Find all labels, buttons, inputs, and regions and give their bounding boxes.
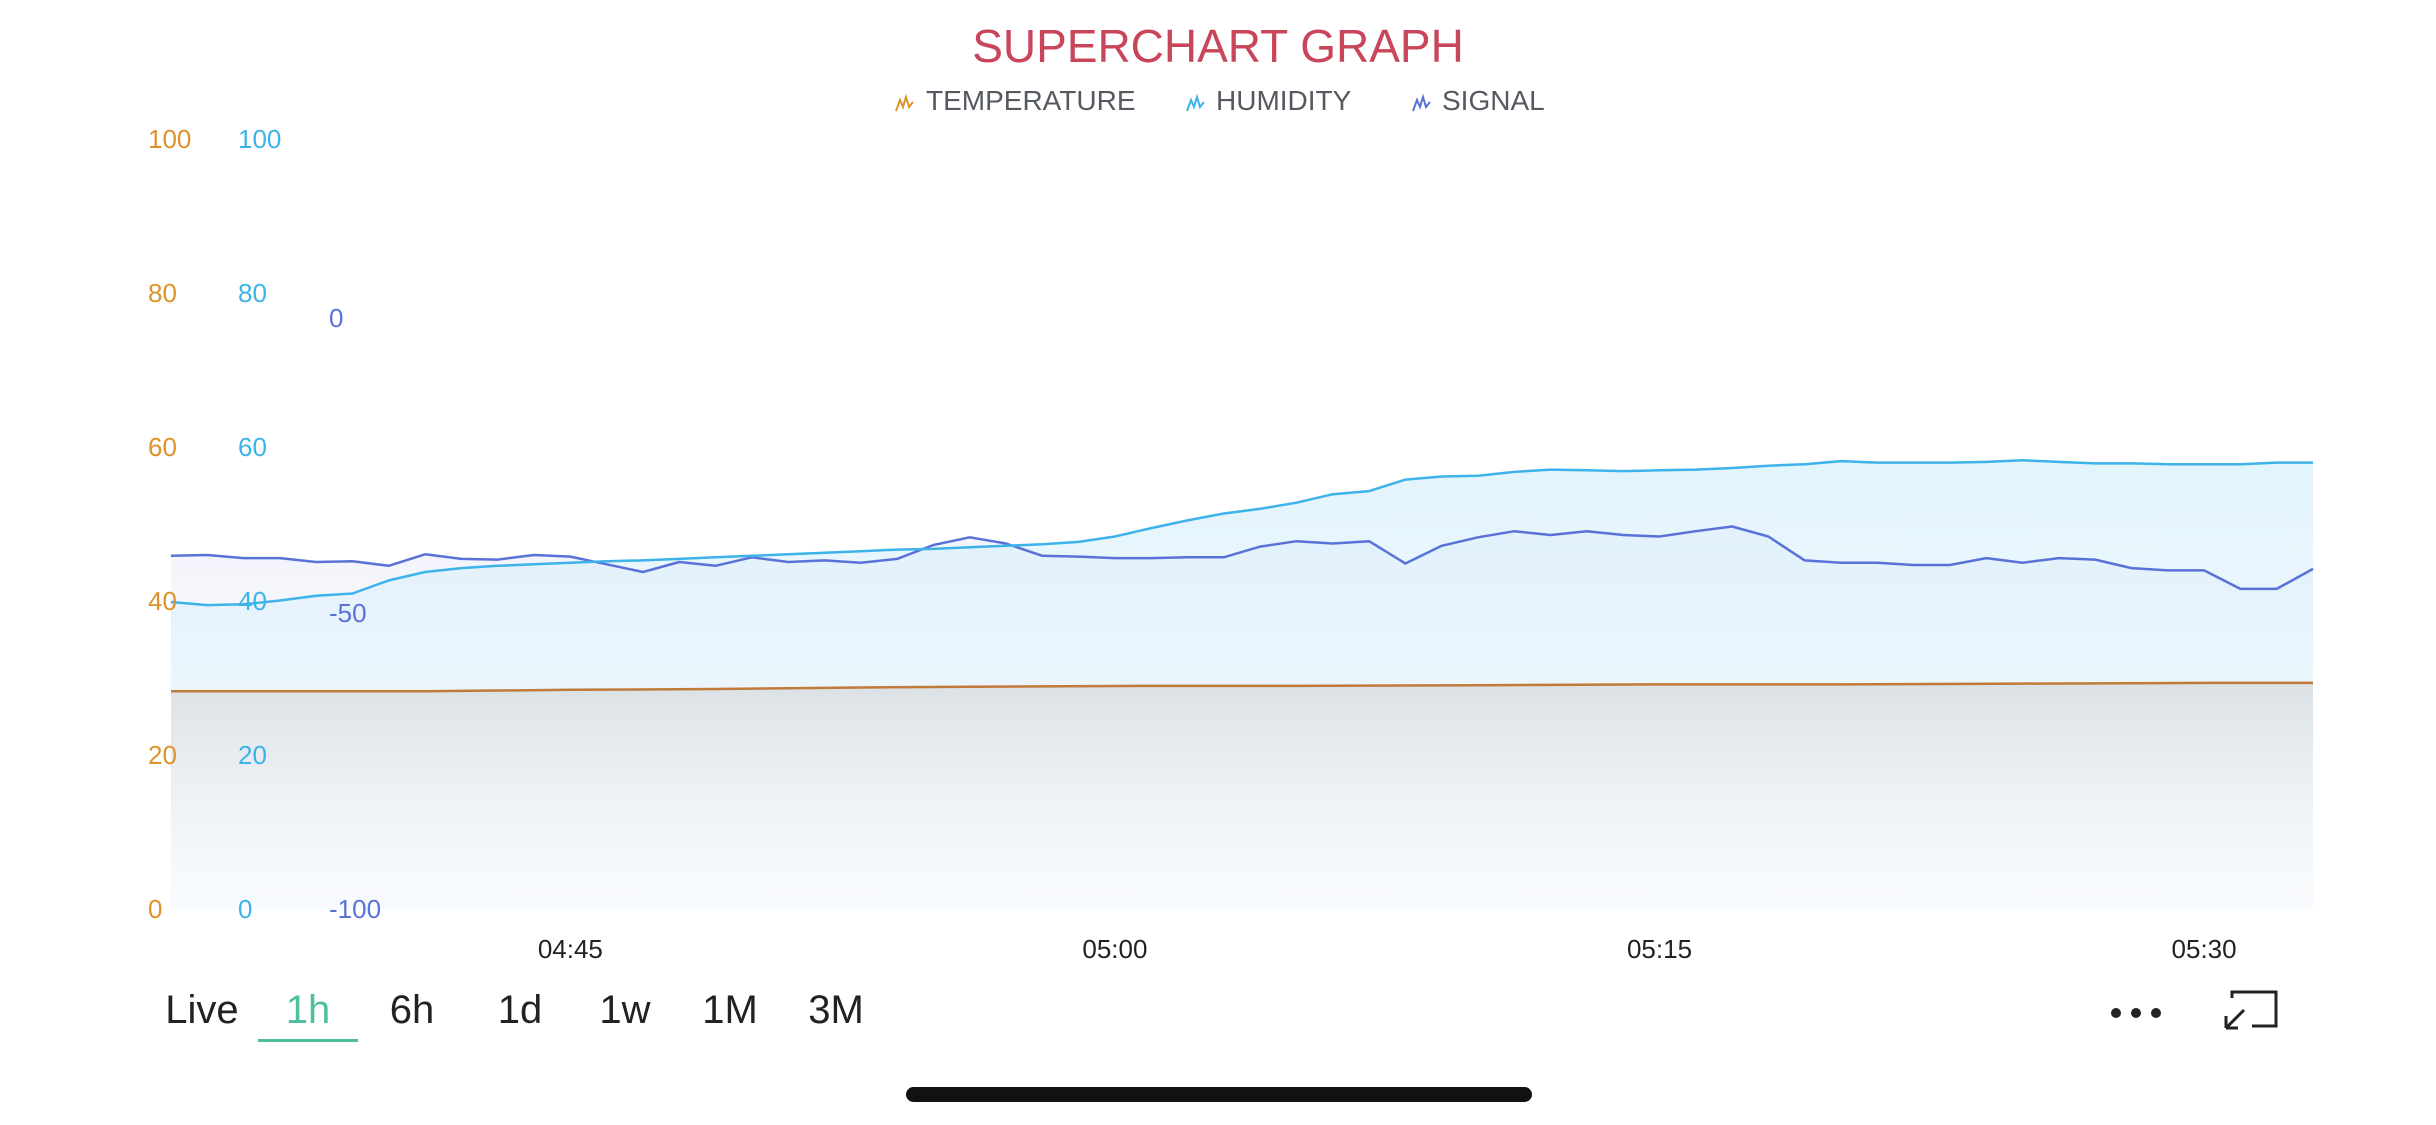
range-1w-button[interactable]: 1w <box>599 988 651 1032</box>
legend-label-temperature: TEMPERATURE <box>926 85 1136 116</box>
temperature-area <box>171 682 2313 910</box>
temperature-tick-label: 0 <box>148 894 162 924</box>
range-3m-button[interactable]: 3M <box>808 988 864 1032</box>
signal-axis: 0 -50 -100 <box>329 303 381 924</box>
home-indicator <box>906 1087 1532 1102</box>
legend-item-signal[interactable]: SIGNAL <box>1412 85 1545 116</box>
humidity-tick-label: 0 <box>238 894 252 924</box>
range-6h-button[interactable]: 6h <box>389 988 435 1032</box>
x-axis: 04:45 05:00 05:15 05:30 <box>538 934 2237 964</box>
signal-line <box>170 525 2314 591</box>
range-live-button[interactable]: Live <box>165 988 239 1032</box>
humidity-axis: 100 80 60 40 20 0 <box>238 124 281 924</box>
chart-title: SUPERCHART GRAPH <box>972 20 1464 72</box>
signal-tick-label: 0 <box>329 303 343 333</box>
signal-tick-label: -50 <box>329 598 367 628</box>
range-1d-button[interactable]: 1d <box>497 988 543 1032</box>
range-1m-button[interactable]: 1M <box>702 988 758 1032</box>
legend-label-signal: SIGNAL <box>1442 85 1545 116</box>
x-tick-label: 05:15 <box>1627 934 1692 964</box>
temperature-line <box>171 681 2313 693</box>
fullscreen-exit-icon[interactable] <box>2222 990 2278 1032</box>
legend: TEMPERATURE HUMIDITY SIGNAL <box>895 85 1545 116</box>
active-range-indicator <box>258 1039 358 1042</box>
temperature-tick-label: 100 <box>148 124 191 154</box>
legend-label-humidity: HUMIDITY <box>1216 85 1352 116</box>
humidity-line <box>170 459 2313 607</box>
x-tick-label: 05:00 <box>1082 934 1147 964</box>
humidity-tick-label: 80 <box>238 278 267 308</box>
temperature-tick-label: 80 <box>148 278 177 308</box>
temperature-tick-label: 20 <box>148 740 177 770</box>
humidity-tick-label: 60 <box>238 432 267 462</box>
humidity-tick-label: 20 <box>238 740 267 770</box>
temperature-tick-label: 40 <box>148 586 177 616</box>
humidity-tick-label: 100 <box>238 124 281 154</box>
humidity-wave-icon <box>1186 93 1205 112</box>
x-tick-label: 05:30 <box>2172 934 2237 964</box>
temperature-axis: 100 80 60 40 20 0 <box>148 124 191 924</box>
temperature-wave-icon <box>895 93 914 112</box>
legend-item-humidity[interactable]: HUMIDITY <box>1186 85 1352 116</box>
range-1h-button[interactable]: 1h <box>285 988 331 1032</box>
x-tick-label: 04:45 <box>538 934 603 964</box>
temperature-tick-label: 60 <box>148 432 177 462</box>
humidity-tick-label: 40 <box>238 586 267 616</box>
signal-tick-label: -100 <box>329 894 381 924</box>
more-dots-icon[interactable] <box>2108 998 2164 1028</box>
legend-item-temperature[interactable]: TEMPERATURE <box>895 85 1136 116</box>
signal-wave-icon <box>1412 93 1431 112</box>
series-lines <box>170 459 2314 693</box>
